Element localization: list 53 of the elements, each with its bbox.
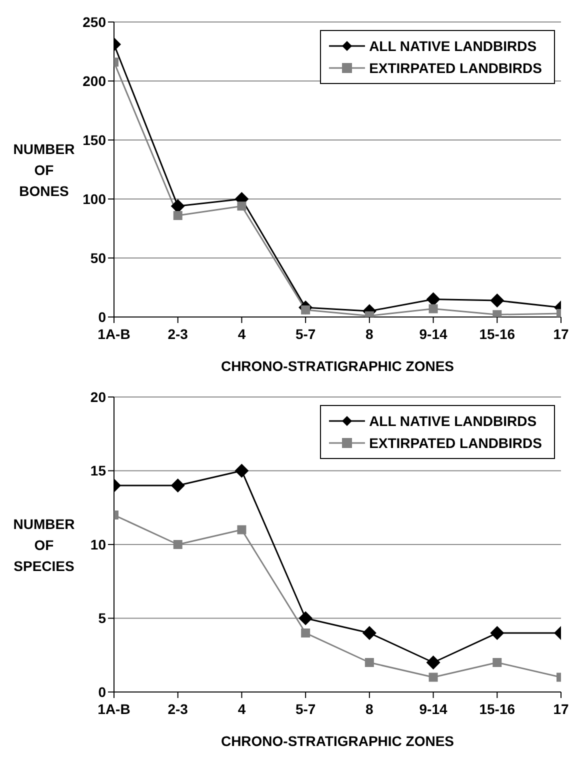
y-axis-title: NUMBER OF SPECIES (12, 515, 76, 576)
point (170, 478, 185, 492)
point (173, 211, 182, 220)
x-tick-label: 15-16 (479, 700, 516, 717)
point (426, 656, 440, 670)
x-tick-label: 5-7 (295, 326, 316, 342)
x-tick-label: 9-14 (419, 326, 448, 342)
point (364, 658, 374, 667)
y-tick-label: 100 (82, 190, 106, 207)
point (173, 540, 182, 549)
point (301, 628, 310, 638)
x-tick-label: 17 (553, 326, 569, 342)
y-tick-label: 5 (98, 610, 106, 626)
point (237, 525, 246, 534)
x-tick-label: 2-3 (168, 326, 188, 342)
point (428, 672, 438, 682)
y-tick-label: 0 (98, 308, 106, 325)
point (170, 199, 185, 214)
y-tick-label: 250 (82, 14, 106, 30)
y-tick-label: 50 (90, 250, 106, 266)
y-tick-label: 0 (98, 684, 106, 700)
y-tick-label: 10 (90, 536, 106, 552)
x-tick-label: 8 (366, 700, 374, 717)
point (237, 202, 246, 211)
y-tick-label: 150 (82, 132, 106, 148)
x-tick-label: 4 (238, 326, 246, 342)
x-tick-label: 1A-B (98, 700, 130, 717)
x-axis-title: CHRONO-STRATIGRAPHIC ZONES (220, 358, 454, 374)
legend-label: ALL NATIVE LANDBIRDS (369, 412, 537, 431)
x-tick-label: 4 (238, 700, 246, 717)
y-axis-title: NUMBER OF BONES (12, 140, 76, 201)
x-axis-title: CHRONO-STRATIGRAPHIC ZONES (220, 733, 454, 749)
legend-label: EXTIRPATED LANDBIRDS (369, 434, 542, 453)
point (426, 292, 440, 306)
point (362, 626, 376, 640)
point (490, 293, 504, 308)
x-tick-label: 1A-B (98, 326, 130, 342)
x-tick-label: 17 (553, 700, 569, 717)
legend-label: EXTIRPATED LANDBIRDS (369, 59, 542, 78)
x-tick-label: 5-7 (295, 700, 316, 717)
point (234, 464, 249, 478)
y-tick-label: 15 (90, 462, 106, 479)
legend-label: ALL NATIVE LANDBIRDS (369, 37, 537, 56)
point (428, 304, 438, 314)
y-tick-label: 20 (90, 388, 106, 405)
y-tick-label: 200 (82, 72, 106, 89)
x-tick-label: 2-3 (168, 700, 188, 717)
x-tick-label: 8 (366, 326, 374, 342)
x-tick-label: 9-14 (419, 700, 448, 717)
point (298, 611, 313, 626)
point (492, 658, 502, 667)
point (490, 626, 504, 640)
x-tick-label: 15-16 (479, 326, 516, 342)
